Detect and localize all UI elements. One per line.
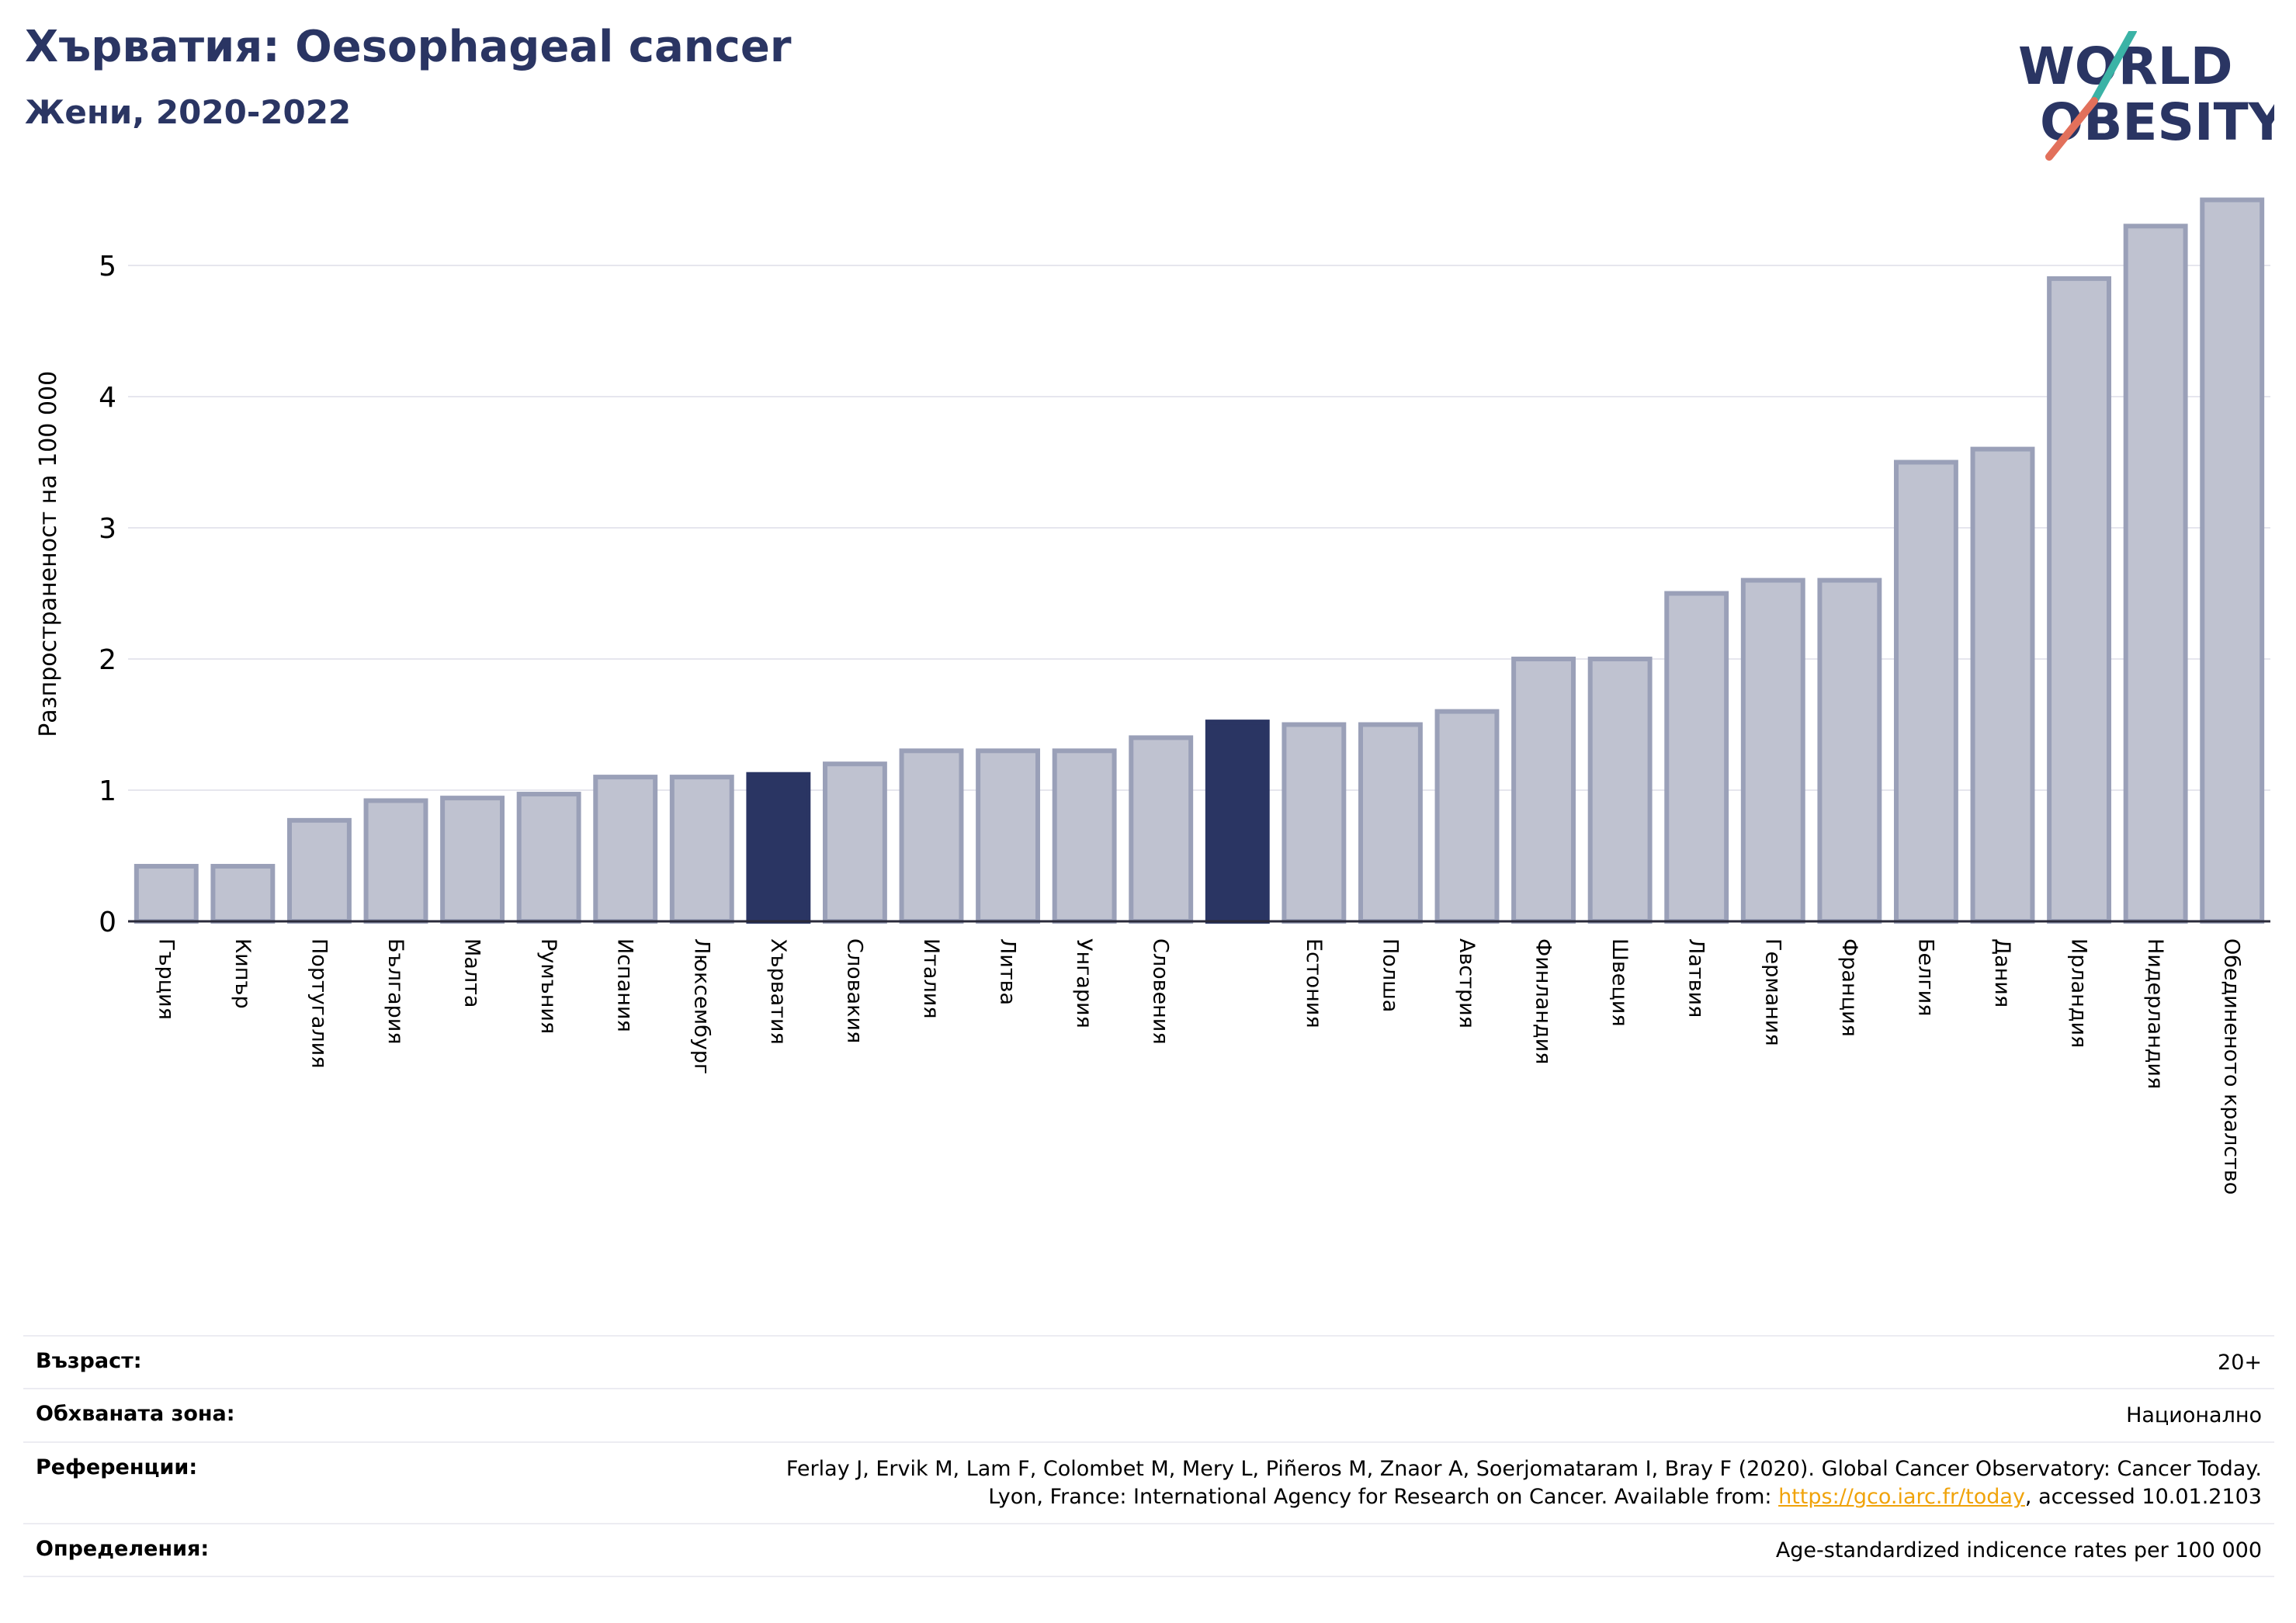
y-tick-label: 4 <box>99 382 116 414</box>
x-tick-label: Литва <box>996 938 1020 1005</box>
bar <box>1282 722 1347 924</box>
info-label: Обхваната зона: <box>36 1402 235 1427</box>
info-value: Age-standardized indicence rates per 100… <box>1775 1538 2262 1562</box>
page-subtitle: Жени, 2020-2022 <box>25 93 352 131</box>
bar <box>1129 735 1194 924</box>
bar <box>1205 720 1270 924</box>
x-tick-label: България <box>383 938 408 1045</box>
x-tick-label: Словения <box>1149 938 1173 1045</box>
bar <box>440 796 505 924</box>
x-tick-label: Румъния <box>536 938 560 1034</box>
x-tick-label: Полша <box>1378 938 1402 1012</box>
y-tick-label: 1 <box>99 775 116 807</box>
bar <box>1893 460 1958 924</box>
bar <box>976 748 1041 924</box>
info-row-definitions: Определения: Age-standardized indicence … <box>23 1522 2274 1578</box>
bar <box>286 817 352 924</box>
bar-chart: 0 1 2 3 4 5 Разпространеност на 100 000 Гърция К… <box>35 197 2270 1195</box>
reference-line2-post: , accessed 10.01.2103 <box>2024 1485 2262 1510</box>
bar <box>2123 224 2188 924</box>
world-obesity-logo: WORLD OBESITY <box>2018 31 2274 161</box>
reference-line2-pre: Lyon, France: International Agency for R… <box>988 1485 1779 1510</box>
x-tick-label: Обединеното кралство <box>2220 938 2244 1195</box>
reference-link[interactable]: https://gco.iarc.fr/today <box>1778 1485 2025 1510</box>
info-row-area: Обхваната зона: Национално <box>23 1388 2274 1441</box>
info-value: Ferlay J, Ervik M, Lam F, Colombet M, Me… <box>786 1455 2262 1512</box>
y-axis-label: Разпространеност на 100 000 <box>35 371 62 737</box>
bar <box>593 775 658 924</box>
x-tick-label: Нидерландия <box>2143 938 2167 1089</box>
bar <box>1587 657 1653 924</box>
bar <box>822 761 887 924</box>
info-label: Възраст: <box>36 1349 142 1373</box>
bar <box>1434 709 1500 924</box>
x-tick-label: Кипър <box>231 938 255 1009</box>
info-row-references: Референции: Ferlay J, Ervik M, Lam F, Co… <box>23 1441 2274 1523</box>
reference-line1: Ferlay J, Ervik M, Lam F, Colombet M, Me… <box>786 1456 2262 1481</box>
x-tick-label: Италия <box>919 938 943 1019</box>
x-tick-label: Хърватия <box>766 938 790 1045</box>
x-tick-label: Испания <box>613 938 637 1032</box>
bar <box>899 748 964 924</box>
bar <box>516 792 581 924</box>
info-row-age: Възраст: 20+ <box>23 1335 2274 1388</box>
x-tick-label: Белгия <box>1913 938 1937 1016</box>
info-label: Определения: <box>36 1536 210 1561</box>
bar <box>1970 446 2035 924</box>
bar <box>669 775 734 924</box>
x-tick-label: Словакия <box>842 938 866 1043</box>
bar <box>1664 591 1729 924</box>
x-tick-label: Унгария <box>1072 938 1096 1028</box>
x-tick-label: Португалия <box>307 938 331 1068</box>
bar <box>210 864 276 924</box>
y-tick-label: 5 <box>99 251 116 283</box>
bar <box>1358 722 1423 924</box>
info-value: Национално <box>2126 1403 2262 1428</box>
bar <box>1052 748 1117 924</box>
x-tick-label: Швеция <box>1608 938 1632 1027</box>
info-table: Възраст: 20+ Обхваната зона: Национално … <box>23 1335 2274 1578</box>
x-tick-label: Франция <box>1837 938 1861 1037</box>
bar <box>1817 577 1882 924</box>
info-value: 20+ <box>2218 1351 2262 1375</box>
info-label: Референции: <box>36 1455 198 1479</box>
x-tick-label: Малта <box>460 938 484 1007</box>
y-tick-label: 2 <box>99 644 116 676</box>
page-title: Хърватия: Oesophageal cancer <box>25 22 792 72</box>
bar <box>2047 276 2112 924</box>
x-tick-label: Естония <box>1302 938 1326 1028</box>
bar <box>134 864 199 924</box>
y-tick-label: 0 <box>99 907 116 938</box>
x-tick-label: Люксембург <box>689 938 713 1074</box>
bar <box>1740 577 1805 924</box>
y-tick-label: 3 <box>99 513 116 545</box>
bar <box>746 772 811 924</box>
bar <box>1511 657 1576 924</box>
x-tick-label: Австрия <box>1455 938 1479 1028</box>
bar <box>363 798 428 924</box>
x-tick-label: Дания <box>1990 938 2014 1007</box>
x-tick-label: Германия <box>1760 938 1784 1046</box>
x-tick-label: Гърция <box>154 938 178 1020</box>
x-tick-label: Латвия <box>1684 938 1708 1018</box>
bar <box>2200 197 2265 924</box>
x-tick-label: Ирландия <box>2067 938 2091 1048</box>
x-tick-label: Финландия <box>1531 938 1556 1064</box>
